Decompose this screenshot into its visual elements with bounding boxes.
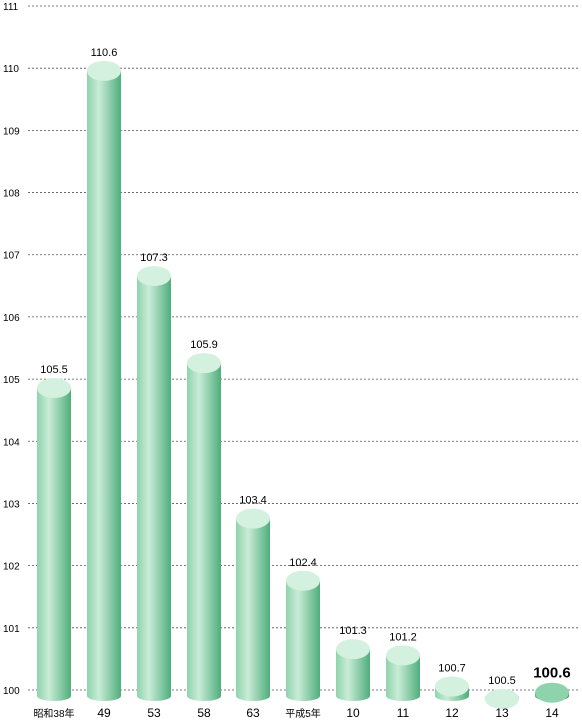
y-tick-label: 108 xyxy=(3,189,20,200)
bar xyxy=(485,688,519,709)
x-tick-label: 11 xyxy=(397,706,410,720)
x-tick-label: 63 xyxy=(246,706,260,720)
x-tick-label: 14 xyxy=(545,706,559,720)
bar xyxy=(137,266,171,701)
bar xyxy=(535,682,569,703)
x-tick-label: 10 xyxy=(346,706,360,720)
bar-top xyxy=(386,645,420,666)
data-label: 105.5 xyxy=(40,364,68,376)
x-tick-label: 12 xyxy=(445,706,459,720)
data-label: 100.6 xyxy=(533,665,571,682)
bar-top xyxy=(37,378,71,398)
bar xyxy=(435,676,469,701)
y-tick-label: 105 xyxy=(3,375,20,386)
data-label: 103.4 xyxy=(239,495,267,507)
bar-body xyxy=(286,580,320,701)
bar xyxy=(336,639,370,701)
bar-top xyxy=(485,688,519,709)
bars xyxy=(37,60,569,709)
y-tick-label: 110 xyxy=(3,64,19,75)
bar-top xyxy=(435,676,469,697)
data-label: 101.2 xyxy=(389,631,417,643)
bar xyxy=(87,60,121,701)
bar xyxy=(236,508,270,701)
y-tick-label: 106 xyxy=(3,313,20,324)
bar-top xyxy=(286,570,320,591)
bar-body xyxy=(336,649,370,701)
x-tick-label: 平成5年 xyxy=(285,707,321,720)
y-tick-label: 101 xyxy=(3,624,20,635)
bar-body xyxy=(137,276,171,701)
bar-body xyxy=(187,363,221,701)
bar-top xyxy=(137,266,171,287)
x-axis-ticks: 昭和38年 49 53 58 63 平成5年 10 11 12 13 14 xyxy=(33,706,559,720)
bar-body xyxy=(386,655,420,701)
x-tick-label: 58 xyxy=(197,706,211,720)
bar-body xyxy=(37,388,71,701)
y-tick-label: 103 xyxy=(3,499,20,510)
bar xyxy=(286,570,320,701)
y-tick-label: 100 xyxy=(3,686,20,697)
bar-body xyxy=(236,518,270,701)
bar-top xyxy=(236,508,270,529)
data-label: 100.7 xyxy=(438,662,466,674)
y-tick-label: 107 xyxy=(3,251,20,262)
x-tick-label: 13 xyxy=(495,706,509,720)
data-labels: 105.5 110.6 107.3 105.9 103.4 102.4 101.3 101.2… xyxy=(40,47,571,687)
x-tick-label: 昭和38年 xyxy=(33,707,74,720)
x-tick-label: 53 xyxy=(147,706,161,720)
data-label: 105.9 xyxy=(190,339,218,351)
y-tick-label: 111 xyxy=(3,2,19,13)
x-tick-label: 49 xyxy=(97,706,111,720)
data-label: 107.3 xyxy=(140,252,168,264)
y-axis-ticks: 100 101 102 103 104 105 106 107 108 109 110 111 xyxy=(3,2,20,697)
bar-body xyxy=(87,70,121,701)
data-label: 100.5 xyxy=(488,675,516,687)
bar-top xyxy=(187,353,221,374)
y-tick-label: 109 xyxy=(3,126,20,137)
y-tick-label: 104 xyxy=(3,437,20,448)
bar xyxy=(386,645,420,701)
data-label: 101.3 xyxy=(339,625,367,637)
y-tick-label: 102 xyxy=(3,562,20,573)
data-label: 110.6 xyxy=(91,47,118,59)
data-label: 102.4 xyxy=(289,557,317,569)
bar-top xyxy=(87,60,121,81)
bar-top xyxy=(535,682,569,703)
bar-top xyxy=(336,639,370,660)
bar xyxy=(37,378,71,701)
bar xyxy=(187,353,221,701)
